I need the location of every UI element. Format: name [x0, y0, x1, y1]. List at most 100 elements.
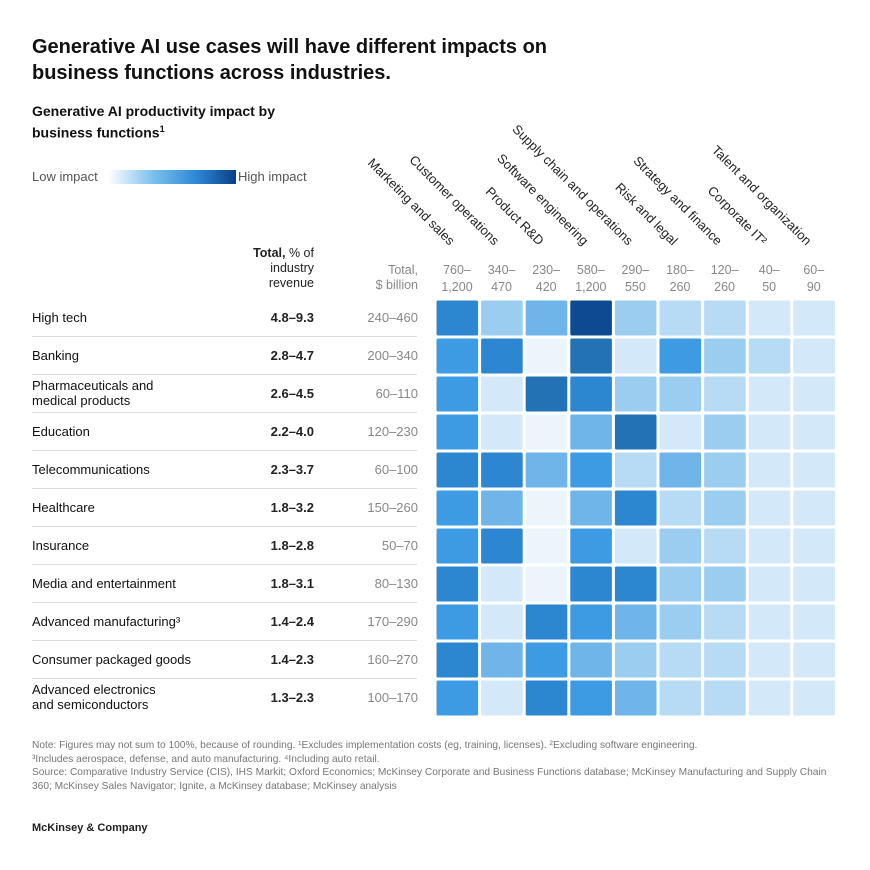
row-label: Telecommunications — [32, 462, 150, 477]
column-range: 230– 420 — [524, 262, 568, 296]
row-pct-value: 1.3–2.3 — [270, 690, 314, 705]
heatmap-cell — [614, 604, 657, 640]
heatmap-cell — [659, 642, 702, 678]
pct-header-rest: % of — [285, 246, 314, 260]
heatmap-cell — [570, 376, 612, 412]
heatmap-cell — [793, 338, 835, 374]
range-line: 260 — [669, 280, 691, 294]
heatmap-cell — [525, 452, 568, 488]
row-label-line: High tech — [32, 309, 87, 325]
row-divider — [32, 678, 417, 679]
heatmap-cell — [704, 376, 746, 412]
range-line: 40– — [758, 263, 780, 277]
row-divider — [32, 526, 417, 527]
range-line: 290– — [621, 263, 650, 277]
heatmap-cell — [748, 528, 791, 564]
heatmap-cell — [481, 642, 523, 678]
heatmap-cell — [793, 490, 835, 526]
row-label: Education — [32, 424, 90, 439]
pct-header: Total, % of industry revenue — [214, 246, 314, 291]
heatmap-cell — [525, 338, 568, 374]
heatmap-cell — [704, 414, 746, 450]
heatmap-cell — [436, 566, 479, 602]
heatmap-cell — [525, 642, 568, 678]
legend-low-label: Low impact — [32, 169, 98, 184]
heatmap-cell — [748, 376, 791, 412]
heatmap-cell — [659, 490, 702, 526]
row-label-line: Telecommunications — [32, 461, 150, 477]
heatmap-cell — [793, 642, 835, 678]
column-range: 120– 260 — [703, 262, 747, 296]
row-billion-value: 170–290 — [367, 614, 418, 629]
heatmap-cell — [436, 490, 479, 526]
heatmap-cell — [748, 490, 791, 526]
heatmap-cell — [570, 566, 612, 602]
subtitle-footnote: 1 — [159, 124, 165, 134]
row-label-line: Insurance — [32, 537, 90, 553]
heatmap-cell — [793, 376, 835, 412]
heatmap-cell — [793, 528, 835, 564]
range-line: 580– — [576, 263, 605, 277]
heatmap-cell — [704, 604, 746, 640]
heatmap-cell — [525, 566, 568, 602]
row-pct-value: 2.3–3.7 — [270, 462, 314, 477]
row-label-line: medical products — [32, 393, 131, 408]
heatmap-cell — [659, 338, 702, 374]
column-range: 60– 90 — [792, 262, 836, 296]
heatmap-cell — [436, 414, 479, 450]
heatmap-cell — [704, 452, 746, 488]
legend-gradient — [108, 170, 236, 184]
subtitle-text: Generative AI productivity impact by bus… — [32, 103, 275, 141]
row-divider — [32, 488, 417, 489]
row-pct-value: 2.6–4.5 — [270, 386, 314, 401]
heatmap-grid — [436, 300, 835, 716]
heatmap-cell — [436, 604, 479, 640]
heatmap-cell — [614, 566, 657, 602]
heatmap-cell — [704, 338, 746, 374]
heatmap-cell — [525, 604, 568, 640]
row-billion-value: 80–130 — [374, 576, 418, 591]
row-pct-value: 1.8–3.1 — [270, 576, 314, 591]
row-label-line: Advanced electronics — [32, 682, 156, 697]
page-title: Generative AI use cases will have differ… — [32, 36, 548, 84]
row-divider — [32, 336, 417, 337]
row-pct-value: 2.8–4.7 — [270, 348, 314, 363]
heatmap-cell — [659, 604, 702, 640]
range-line: 420 — [535, 280, 557, 294]
heatmap-cell — [570, 604, 612, 640]
row-label-line: Education — [32, 423, 90, 439]
heatmap-cell — [704, 642, 746, 678]
row-divider — [32, 450, 417, 451]
heatmap-cell — [748, 642, 791, 678]
heatmap-cell — [748, 414, 791, 450]
row-billion-value: 150–260 — [367, 500, 418, 515]
row-divider — [32, 374, 417, 375]
row-billion-value: 160–270 — [367, 652, 418, 667]
heatmap-cell — [481, 414, 523, 450]
heatmap-cell — [570, 338, 612, 374]
footnotes: Note: Figures may not sum to 100%, becau… — [32, 739, 832, 793]
heatmap-cell — [481, 376, 523, 412]
heatmap-cell — [481, 528, 523, 564]
row-label-line: Consumer packaged goods — [32, 651, 191, 667]
range-line: 470 — [491, 280, 513, 294]
row-label: Advanced manufacturing³ — [32, 614, 180, 629]
row-divider — [32, 602, 417, 603]
heatmap-cell — [525, 680, 568, 716]
heatmap-cell — [793, 414, 835, 450]
row-label: Insurance — [32, 538, 89, 553]
heatmap-cell — [748, 680, 791, 716]
row-label-line: Banking — [32, 347, 79, 363]
row-divider — [32, 412, 417, 413]
row-pct-value: 2.2–4.0 — [270, 424, 314, 439]
row-billion-value: 60–110 — [375, 386, 418, 401]
heatmap-cell — [481, 338, 523, 374]
heatmap-cell — [436, 452, 479, 488]
row-label-line: Advanced manufacturing³ — [32, 613, 181, 629]
range-line: 60– — [803, 263, 825, 277]
heatmap-cell — [436, 376, 479, 412]
heatmap-cell — [481, 490, 523, 526]
heatmap-cell — [436, 642, 479, 678]
billion-header-line2: $ billion — [375, 278, 418, 292]
